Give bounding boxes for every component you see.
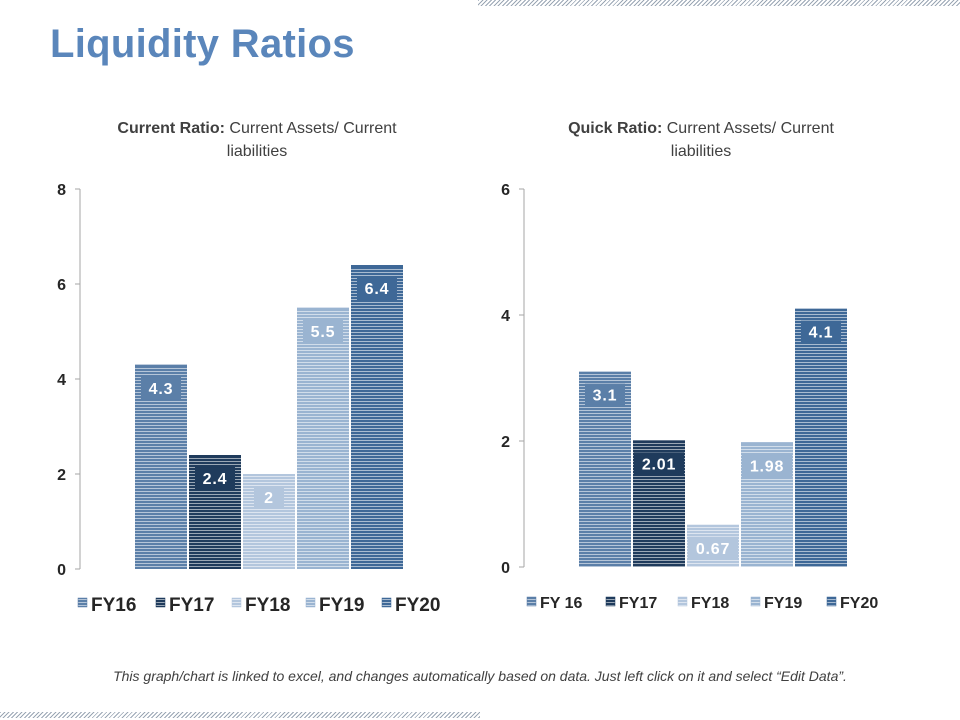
data-label-box bbox=[141, 376, 181, 400]
y-tick-label: 0 bbox=[57, 562, 66, 579]
legend-swatch bbox=[677, 596, 688, 607]
legend-label: FY18 bbox=[691, 595, 729, 612]
bar-top-edge bbox=[633, 440, 685, 443]
y-tick-label: 2 bbox=[57, 467, 66, 484]
legend-label: FY19 bbox=[764, 595, 802, 612]
chart-quick-ratio: Quick Ratio: Current Assets/ Current liab… bbox=[501, 120, 878, 612]
chart-title: Current Ratio: Current Assets/ Current bbox=[117, 120, 397, 137]
legend-swatch bbox=[750, 596, 761, 607]
y-tick-label: 4 bbox=[57, 372, 66, 389]
legend-label: FY20 bbox=[840, 595, 878, 612]
footer-note: This graph/chart is linked to excel, and… bbox=[113, 668, 847, 684]
data-label-box bbox=[634, 452, 684, 476]
chart-current-ratio: Current Ratio: Current Assets/ Current li… bbox=[57, 120, 440, 616]
legend-label: FY20 bbox=[395, 595, 440, 616]
data-label: 4.1 bbox=[809, 325, 834, 342]
legend-swatch bbox=[155, 597, 166, 608]
bar-fy20[interactable] bbox=[795, 308, 847, 567]
bottom-decorative-stripe bbox=[0, 712, 480, 718]
data-label-box bbox=[585, 383, 625, 407]
data-label: 5.5 bbox=[311, 324, 336, 341]
data-label-box bbox=[254, 486, 284, 509]
top-decorative-stripe bbox=[478, 0, 960, 6]
bar-fy20[interactable] bbox=[351, 265, 403, 569]
legend-swatch bbox=[77, 597, 88, 608]
data-label: 1.98 bbox=[750, 458, 784, 475]
data-label-box bbox=[742, 454, 792, 478]
bar-fy19[interactable] bbox=[297, 307, 349, 569]
bar-top-edge bbox=[351, 265, 403, 267]
legend-label: FY16 bbox=[91, 595, 136, 616]
data-label-box bbox=[195, 467, 235, 490]
data-label: 3.1 bbox=[593, 388, 618, 405]
legend-swatch bbox=[826, 596, 837, 607]
y-tick-label: 4 bbox=[501, 308, 510, 325]
data-label: 6.4 bbox=[365, 281, 390, 298]
legend-label: FY17 bbox=[619, 595, 657, 612]
legend-swatch bbox=[305, 597, 316, 608]
data-label-box bbox=[357, 277, 397, 300]
legend-label: FY 16 bbox=[540, 595, 583, 612]
bar-top-edge bbox=[243, 474, 295, 476]
chart-title-line2: liabilities bbox=[227, 143, 287, 160]
bar-top-edge bbox=[135, 364, 187, 367]
legend-label: FY18 bbox=[245, 595, 290, 616]
page-title: Liquidity Ratios bbox=[50, 22, 355, 66]
chart-title-line2: liabilities bbox=[671, 143, 731, 160]
data-label: 2 bbox=[264, 490, 274, 507]
bar-top-edge bbox=[741, 442, 793, 445]
y-tick-label: 6 bbox=[501, 182, 510, 199]
bar-top-edge bbox=[189, 455, 241, 457]
legend-label: FY17 bbox=[169, 595, 214, 616]
y-tick-label: 8 bbox=[57, 182, 66, 199]
legend-swatch bbox=[381, 597, 392, 608]
legend-swatch bbox=[526, 596, 537, 607]
data-label: 4.3 bbox=[149, 381, 174, 398]
bar-top-edge bbox=[687, 524, 739, 527]
chart-title: Quick Ratio: Current Assets/ Current bbox=[568, 120, 834, 137]
data-label-box bbox=[688, 536, 738, 560]
data-label: 2.4 bbox=[203, 471, 228, 488]
bar-top-edge bbox=[297, 307, 349, 310]
legend-label: FY19 bbox=[319, 595, 364, 616]
legend-swatch bbox=[231, 597, 242, 608]
bar-top-edge bbox=[579, 371, 631, 374]
data-label: 2.01 bbox=[642, 456, 676, 473]
y-tick-label: 0 bbox=[501, 560, 510, 577]
bar-top-edge bbox=[795, 308, 847, 311]
data-label-box bbox=[801, 320, 841, 344]
y-tick-label: 6 bbox=[57, 277, 66, 294]
y-tick-label: 2 bbox=[501, 434, 510, 451]
data-label: 0.67 bbox=[696, 541, 730, 558]
data-label-box bbox=[303, 319, 343, 343]
legend-swatch bbox=[605, 596, 616, 607]
